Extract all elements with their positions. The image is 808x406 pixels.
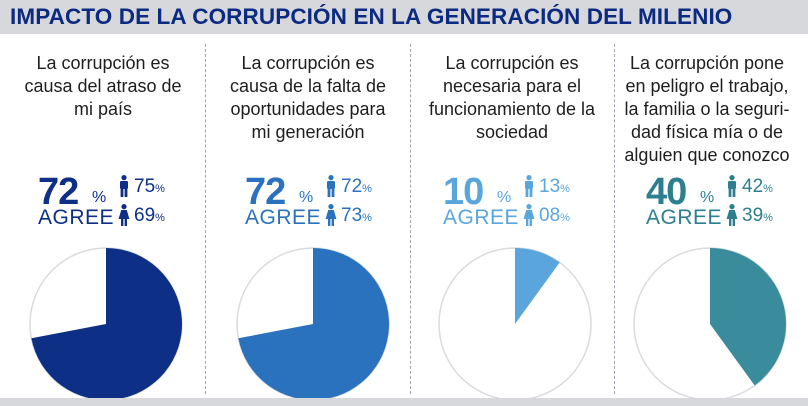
percent-sign: % [299, 189, 314, 206]
percent-sign: % [92, 189, 107, 206]
percent-sign: % [700, 189, 715, 206]
female-value-number: 39 [742, 205, 764, 226]
agree-label: AGREE [38, 206, 115, 229]
male-value-number: 75 [134, 176, 156, 197]
statement-line: La corrupción pone [629, 53, 785, 73]
male-icon [120, 175, 128, 197]
female-value: 69% [134, 206, 165, 228]
column-divider [410, 44, 412, 394]
female-value: 39% [742, 206, 773, 228]
statement-line: causa de la falta de [229, 76, 387, 96]
percent-sign: % [497, 189, 512, 206]
female-icon [523, 204, 535, 226]
pie-chart [438, 247, 592, 401]
pie-slice-agree [515, 248, 560, 324]
pie-slice-agree [238, 248, 390, 400]
female-icon [325, 204, 337, 226]
agree-label: AGREE [443, 206, 520, 229]
male-value-number: 13 [539, 176, 561, 197]
statement-line: La corrupción es [241, 53, 375, 73]
statement-line: alguien que conozco [624, 145, 790, 165]
chart-panel: La corrupción es causa del atraso de mi pa… [2, 34, 204, 401]
female-value: 73% [341, 206, 372, 228]
statement-line: en peligro el trabajo, [625, 76, 789, 96]
pie-chart [633, 247, 787, 401]
agree-percentage: 72 [38, 171, 79, 213]
female-value-number: 73 [341, 205, 363, 226]
statement-text: La corrupción es causa del atraso de mi pa… [2, 52, 204, 121]
agree-stat: 40% AGREE 42% 39% [646, 171, 808, 230]
statement-line: oportunidades para [230, 99, 386, 119]
female-value-number: 69 [134, 205, 156, 226]
statement-text: La corrupción es causa de la falta de opor… [207, 52, 409, 144]
column-divider [614, 44, 616, 394]
chart-panel: La corrupción es necesaria para el funcion… [411, 34, 613, 401]
agree-percentage: 40 [646, 171, 687, 213]
column-divider [205, 44, 207, 394]
percent-sign: % [560, 212, 570, 224]
pie-chart [236, 247, 390, 401]
male-value: 72% [341, 177, 372, 199]
statement-line: La corrupción es [445, 53, 579, 73]
pie-slice-agree [31, 248, 183, 400]
pie-slice-agree [710, 248, 787, 386]
agree-percentage: 72 [245, 171, 286, 213]
percent-sign: % [560, 183, 570, 195]
chart-title: IMPACTO DE LA CORRUPCIÓN EN LA GENERACIÓ… [10, 4, 733, 29]
male-icon [728, 175, 736, 197]
male-value: 42% [742, 177, 773, 199]
agree-label: AGREE [245, 206, 322, 229]
male-value-number: 72 [341, 176, 363, 197]
statement-line: causa del atraso de [24, 76, 182, 96]
male-icon [525, 175, 533, 197]
chart-panel: La corrupción es causa de la falta de opor… [207, 34, 409, 401]
percent-sign: % [155, 212, 165, 224]
agree-label: AGREE [646, 206, 723, 229]
statement-text: La corrupción es necesaria para el funcion… [411, 52, 613, 144]
percent-sign: % [155, 183, 165, 195]
chart-panel: La corrupción pone en peligro el trabajo,… [606, 34, 808, 401]
pie-chart [29, 247, 183, 401]
statement-line: la familia o la seguri- [624, 99, 790, 119]
agree-stat: 72% AGREE 72% 73% [245, 171, 425, 230]
title-bar: IMPACTO DE LA CORRUPCIÓN EN LA GENERACIÓ… [0, 0, 808, 34]
statement-line: mi generación [251, 122, 365, 142]
agree-stat: 72% AGREE 75% 69% [38, 171, 218, 230]
statement-line: dad física mía o de [630, 122, 784, 142]
male-icon [327, 175, 335, 197]
statement-text: La corrupción pone en peligro el trabajo,… [606, 52, 808, 167]
percent-sign: % [763, 183, 773, 195]
statement-line: sociedad [475, 122, 549, 142]
statement-line: funcionamiento de la [428, 99, 596, 119]
male-value-number: 42 [742, 176, 764, 197]
bottom-bar [0, 398, 808, 406]
statement-line: La corrupción es [36, 53, 170, 73]
percent-sign: % [362, 183, 372, 195]
agree-percentage: 10 [443, 171, 484, 213]
female-value-number: 08 [539, 205, 561, 226]
percent-sign: % [763, 212, 773, 224]
male-value: 75% [134, 177, 165, 199]
female-value: 08% [539, 206, 570, 228]
female-icon [726, 204, 738, 226]
female-icon [118, 204, 130, 226]
statement-line: necesaria para el [442, 76, 582, 96]
percent-sign: % [362, 212, 372, 224]
statement-line: mi país [73, 99, 133, 119]
agree-stat: 10% AGREE 13% 08% [443, 171, 623, 230]
male-value: 13% [539, 177, 570, 199]
